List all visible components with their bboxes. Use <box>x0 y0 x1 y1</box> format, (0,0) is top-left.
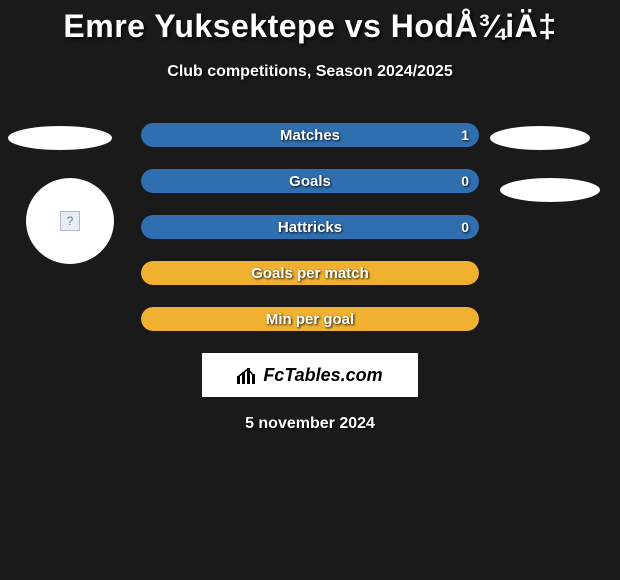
stat-label: Hattricks <box>278 219 342 236</box>
stat-label: Min per goal <box>266 311 354 328</box>
page-title: Emre Yuksektepe vs HodÅ¾iÄ‡ <box>0 0 620 45</box>
stat-value-right: 0 <box>461 173 469 189</box>
brand-box: FcTables.com <box>202 353 418 397</box>
stat-value-right: 1 <box>461 127 469 143</box>
stat-row: Goals per match <box>141 261 479 285</box>
placeholder-image-icon: ? <box>60 211 80 231</box>
brand-label: FcTables.com <box>237 365 382 386</box>
decoration-ellipse-top-left <box>8 126 112 150</box>
stat-label: Goals <box>289 173 331 190</box>
player-left-avatar: ? <box>26 178 114 264</box>
stat-row: Goals 0 <box>141 169 479 193</box>
subtitle: Club competitions, Season 2024/2025 <box>0 63 620 81</box>
stat-value-right: 0 <box>461 219 469 235</box>
stat-row: Min per goal <box>141 307 479 331</box>
stat-label: Matches <box>280 127 340 144</box>
decoration-ellipse-top-right <box>490 126 590 150</box>
brand-text: FcTables.com <box>263 365 382 386</box>
stat-row: Hattricks 0 <box>141 215 479 239</box>
decoration-ellipse-mid-right <box>500 178 600 202</box>
stat-label: Goals per match <box>251 265 369 282</box>
stat-row: Matches 1 <box>141 123 479 147</box>
bars-icon <box>237 366 259 384</box>
date-label: 5 november 2024 <box>0 415 620 433</box>
stats-container: Matches 1 Goals 0 Hattricks 0 Goals per match M… <box>141 123 479 331</box>
